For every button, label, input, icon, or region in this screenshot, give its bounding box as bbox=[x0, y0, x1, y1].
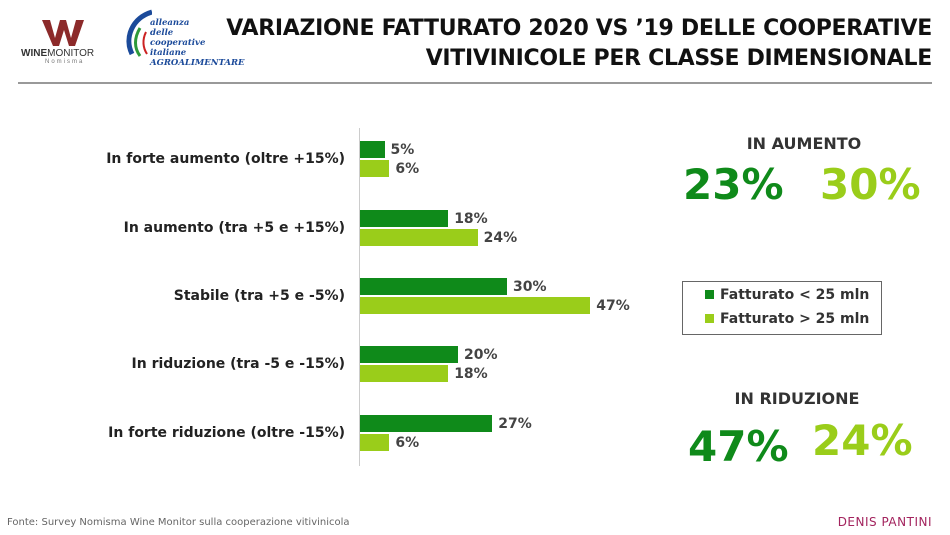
alleanza-logo-text: alleanza delle cooperative italiane AGRO… bbox=[150, 18, 245, 68]
bar bbox=[360, 365, 449, 382]
data-label: 20% bbox=[464, 346, 498, 363]
kpi-up-small: 23% bbox=[683, 160, 784, 209]
bar bbox=[360, 210, 449, 227]
bar bbox=[360, 229, 478, 246]
data-label: 24% bbox=[483, 229, 518, 246]
category-label: In forte riduzione (oltre -15%) bbox=[108, 425, 345, 441]
bar bbox=[360, 346, 458, 363]
title-line-2: VITIVINICOLE PER CLASSE DIMENSIONALE bbox=[425, 46, 933, 71]
svg-text:WINEMONITOR: WINEMONITOR bbox=[21, 48, 94, 59]
legend-item-large: Fatturato > 25 mln bbox=[705, 311, 869, 327]
category-label: In forte aumento (oltre +15%) bbox=[106, 151, 345, 167]
data-label: 5% bbox=[390, 141, 415, 158]
kpi-down-large: 24% bbox=[812, 416, 913, 465]
data-label: 6% bbox=[395, 434, 420, 451]
kpi-up-large: 30% bbox=[820, 160, 921, 209]
kpi-down-label: IN RIDUZIONE bbox=[734, 389, 860, 408]
legend-item-small: Fatturato < 25 mln bbox=[705, 287, 869, 303]
author: DENIS PANTINI bbox=[837, 515, 932, 529]
data-label: 30% bbox=[513, 278, 547, 295]
bar bbox=[360, 434, 390, 451]
legend-swatch bbox=[705, 314, 714, 323]
svg-text:Nomisma: Nomisma bbox=[45, 59, 84, 63]
kpi-up-label: IN AUMENTO bbox=[746, 134, 862, 153]
legend: Fatturato < 25 mln Fatturato > 25 mln bbox=[682, 281, 882, 335]
data-label: 6% bbox=[395, 160, 420, 177]
source-note: Fonte: Survey Nomisma Wine Monitor sulla… bbox=[7, 517, 350, 528]
data-label: 47% bbox=[596, 297, 630, 314]
title-line-1: VARIAZIONE FATTURATO 2020 VS ’19 DELLE C… bbox=[226, 16, 932, 41]
title-divider bbox=[18, 82, 932, 84]
legend-swatch bbox=[705, 290, 714, 299]
category-axis bbox=[359, 128, 360, 466]
bar bbox=[360, 297, 591, 314]
kpi-down-small: 47% bbox=[688, 422, 789, 471]
bar bbox=[360, 415, 493, 432]
category-label: In riduzione (tra -5 e -15%) bbox=[131, 356, 345, 372]
bar bbox=[360, 278, 507, 295]
data-label: 27% bbox=[498, 415, 532, 432]
wine-monitor-logo: WINEMONITOR Nomisma bbox=[20, 18, 110, 65]
category-label: In aumento (tra +5 e +15%) bbox=[123, 220, 345, 236]
legend-label: Fatturato > 25 mln bbox=[720, 311, 870, 327]
category-label: Stabile (tra +5 e -5%) bbox=[173, 288, 345, 304]
data-label: 18% bbox=[454, 365, 488, 382]
bar bbox=[360, 141, 385, 158]
page-title: VARIAZIONE FATTURATO 2020 VS ’19 DELLE C… bbox=[226, 14, 932, 74]
alleanza-cooperative-logo: alleanza delle cooperative italiane AGRO… bbox=[122, 8, 245, 68]
data-label: 18% bbox=[454, 210, 488, 227]
bar bbox=[360, 160, 390, 177]
legend-label: Fatturato < 25 mln bbox=[720, 287, 870, 303]
